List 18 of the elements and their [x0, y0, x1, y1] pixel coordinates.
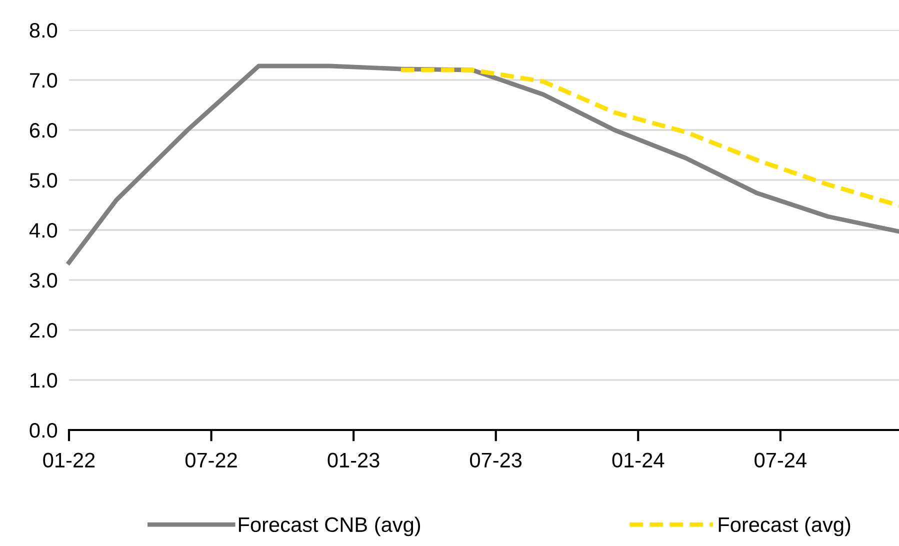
x-tick-label: 01-22	[43, 452, 95, 468]
x-tick-label: 07-24	[754, 452, 806, 468]
x-tick-label: 07-23	[470, 452, 522, 468]
y-tick-label: 1.0	[30, 373, 58, 388]
y-tick-label: 8.0	[30, 23, 58, 38]
x-tick-label: 01-24	[612, 452, 664, 468]
y-tick-label: 4.0	[29, 223, 58, 238]
y-tick-label: 2.0	[30, 323, 58, 338]
y-tick-label: 3.0	[30, 273, 58, 288]
legend-label: Forecast CNB (avg)	[238, 516, 420, 536]
x-tick-label: 07-22	[185, 452, 237, 468]
x-tick-label: 01-23	[328, 452, 380, 468]
y-tick-label: 7.0	[30, 73, 58, 88]
legend-label: Forecast (avg)	[718, 516, 850, 536]
y-tick-label: 0.0	[30, 423, 58, 438]
line-series	[66, 64, 899, 265]
y-tick-label: 6.0	[30, 123, 58, 138]
y-tick-label: 5.0	[30, 173, 58, 188]
